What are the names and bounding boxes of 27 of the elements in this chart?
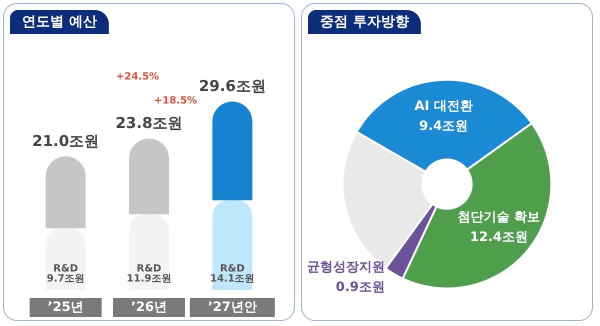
total-label: 21.0조원 xyxy=(32,132,100,150)
data-label: 0.9조원 xyxy=(336,280,385,295)
text: R&D xyxy=(53,264,78,274)
annotation: +18.5% xyxy=(154,96,198,106)
bar xyxy=(212,200,252,290)
total-label: 23.8조원 xyxy=(115,114,183,132)
chart-title: 연도별 예산 xyxy=(22,14,97,30)
slice-label: 첨단기술 확보 xyxy=(458,210,540,225)
x-tick-label: ’26년 xyxy=(130,300,168,315)
data-label: 14.1조원 xyxy=(210,274,255,284)
chart-title: 중점 투자방향 xyxy=(320,14,409,30)
slice-label: 균형성장지원 xyxy=(306,260,385,275)
series-label: R&D xyxy=(220,264,245,274)
total-label: 29.6조원 xyxy=(198,77,266,96)
bar xyxy=(129,214,169,290)
data-label: 9.4조원 xyxy=(419,119,468,134)
text: R&D xyxy=(136,264,162,274)
bar xyxy=(129,138,169,214)
x-tick-label: ’25년 xyxy=(48,300,84,315)
data-label: 11.9조원 xyxy=(126,274,172,284)
text: +24.5% xyxy=(116,72,160,82)
bar xyxy=(212,102,252,200)
data-label: 9.7조원 xyxy=(46,274,85,284)
data-label: 12.4조원 xyxy=(470,230,528,245)
slice-label: AI 대전환 xyxy=(414,99,473,114)
x-tick-label: ’27년안 xyxy=(208,300,257,315)
bar xyxy=(46,156,86,228)
